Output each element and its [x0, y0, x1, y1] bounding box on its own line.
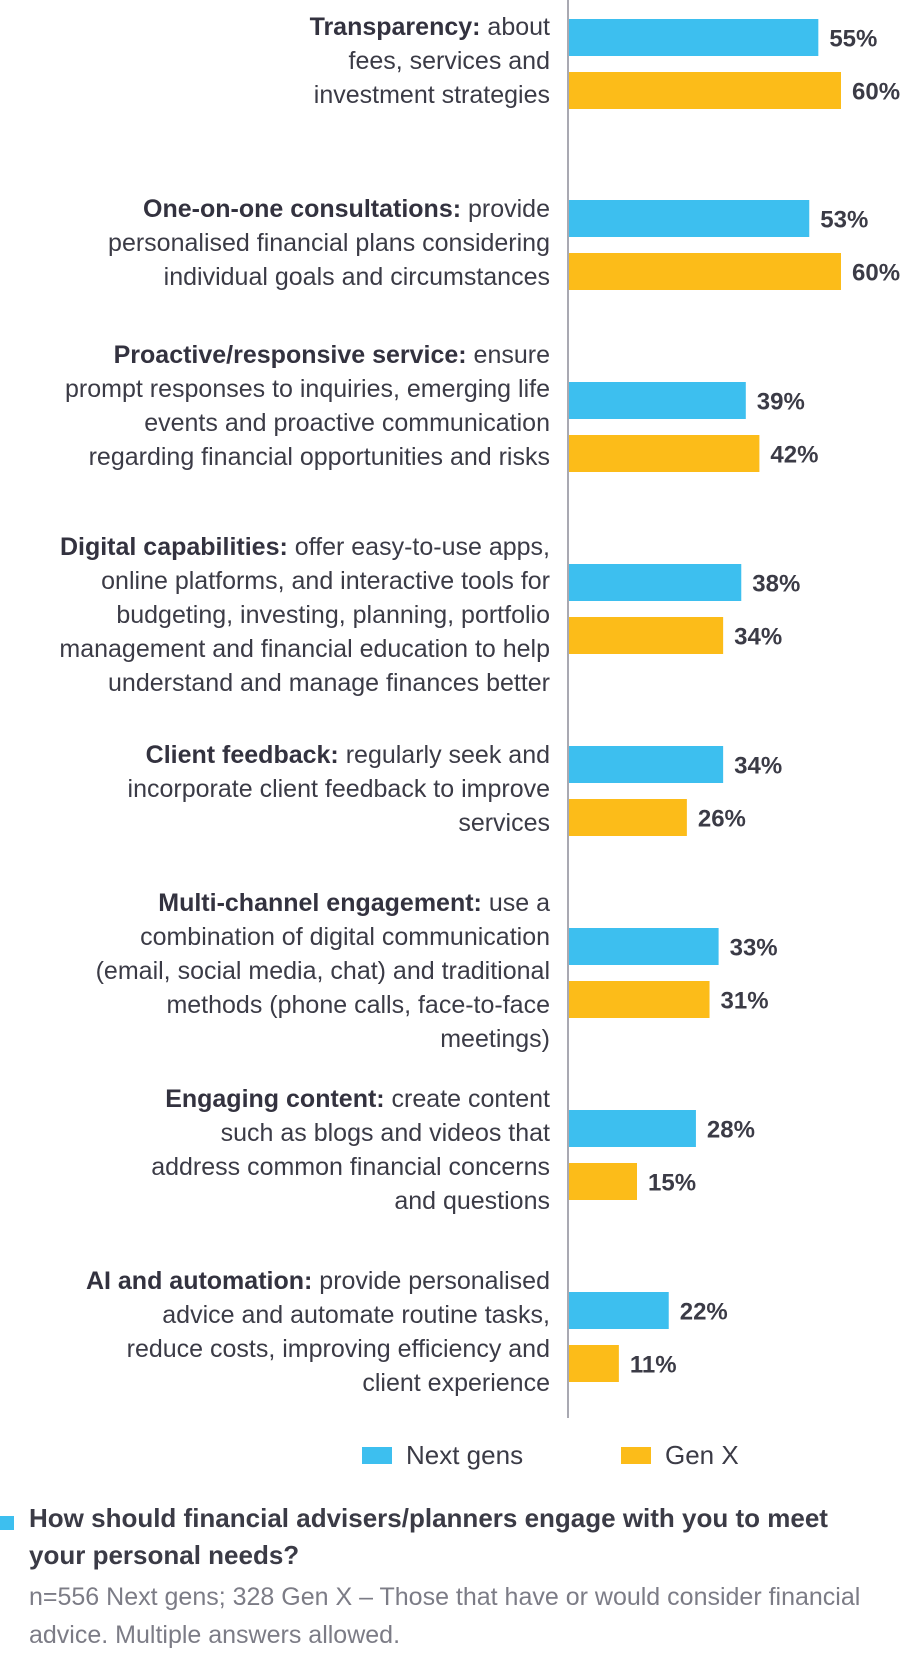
- bar-gen-x-7: [569, 1163, 637, 1200]
- category-label-description: provide personalised financial plans con…: [108, 195, 550, 291]
- value-label-gen-x-3: 42%: [770, 442, 818, 469]
- category-label-description: offer easy-to-use apps, online platforms…: [59, 533, 550, 697]
- bar-next-gens-7: [569, 1110, 696, 1147]
- legend-item-next-gens: Next gens: [362, 1438, 523, 1472]
- value-label-next-gens-6: 33%: [730, 935, 778, 962]
- bar-next-gens-6: [569, 928, 719, 965]
- bar-gen-x-6: [569, 981, 710, 1018]
- category-label-4: Digital capabilities: offer easy-to-use …: [0, 530, 550, 700]
- bar-gen-x-8: [569, 1345, 619, 1382]
- value-label-next-gens-5: 34%: [734, 753, 782, 780]
- bar-next-gens-8: [569, 1292, 669, 1329]
- bar-next-gens-3: [569, 382, 746, 419]
- value-label-gen-x-5: 26%: [698, 806, 746, 833]
- survey-question: How should financial advisers/planners e…: [29, 1503, 828, 1570]
- category-label-title: AI and automation:: [85, 1267, 313, 1295]
- value-label-gen-x-2: 60%: [852, 260, 900, 287]
- category-label-description: about fees, services and investment stra…: [313, 13, 550, 109]
- sample-note: n=556 Next gens; 328 Gen X – Those that …: [29, 1583, 861, 1649]
- category-label-description: ensure prompt responses to inquiries, em…: [65, 341, 550, 471]
- category-label-8: AI and automation: provide personalised …: [80, 1264, 550, 1400]
- value-label-next-gens-2: 53%: [820, 207, 868, 234]
- category-label-1: Transparency: about fees, services and i…: [280, 10, 550, 112]
- bar-next-gens-5: [569, 746, 724, 783]
- value-label-gen-x-6: 31%: [721, 988, 769, 1015]
- legend-swatch-next-gens: [362, 1446, 392, 1464]
- category-label-title: Digital capabilities:: [59, 533, 288, 561]
- value-label-gen-x-1: 60%: [852, 79, 900, 106]
- value-label-gen-x-4: 34%: [734, 624, 782, 651]
- bar-gen-x-5: [569, 799, 687, 836]
- value-label-next-gens-8: 22%: [680, 1299, 728, 1326]
- category-label-description: provide personalised advice and automate…: [126, 1267, 550, 1397]
- category-label-title: Client feedback:: [145, 741, 339, 769]
- bar-gen-x-4: [569, 617, 724, 654]
- bar-next-gens-4: [569, 564, 742, 601]
- value-label-next-gens-3: 39%: [757, 389, 805, 416]
- category-label-7: Engaging content: create content such as…: [130, 1082, 550, 1218]
- category-label-6: Multi-channel engagement: use a combinat…: [70, 886, 550, 1056]
- category-label-description: use a combination of digital communicati…: [95, 889, 550, 1053]
- bar-gen-x-2: [569, 253, 841, 290]
- bar-next-gens-2: [569, 200, 810, 237]
- category-label-title: Transparency:: [309, 13, 481, 41]
- value-label-gen-x-7: 15%: [648, 1170, 696, 1197]
- bar-next-gens-1: [569, 19, 819, 56]
- category-label-description: regularly seek and incorporate client fe…: [127, 741, 550, 837]
- legend-label-next-gens: Next gens: [406, 1439, 524, 1470]
- category-label-description: create content such as blogs and videos …: [151, 1085, 550, 1215]
- category-label-title: One-on-one consultations:: [143, 195, 462, 223]
- category-label-3: Proactive/responsive service: ensure pro…: [40, 338, 550, 474]
- category-label-title: Engaging content:: [165, 1085, 385, 1113]
- value-label-next-gens-4: 38%: [752, 571, 800, 598]
- bar-gen-x-1: [569, 72, 841, 109]
- value-label-next-gens-7: 28%: [707, 1117, 755, 1144]
- category-label-2: One-on-one consultations: provide person…: [30, 192, 550, 294]
- category-label-title: Proactive/responsive service:: [113, 341, 467, 369]
- footer-marker: [0, 1516, 14, 1530]
- category-label-5: Client feedback: regularly seek and inco…: [120, 738, 550, 840]
- legend-swatch-gen-x: [621, 1446, 651, 1464]
- value-label-gen-x-8: 11%: [630, 1352, 677, 1379]
- value-label-next-gens-1: 55%: [829, 26, 877, 53]
- legend-label-gen-x: Gen X: [665, 1439, 739, 1470]
- legend-item-gen-x: Gen X: [621, 1438, 739, 1472]
- bar-gen-x-3: [569, 435, 760, 472]
- category-label-title: Multi-channel engagement:: [158, 889, 482, 917]
